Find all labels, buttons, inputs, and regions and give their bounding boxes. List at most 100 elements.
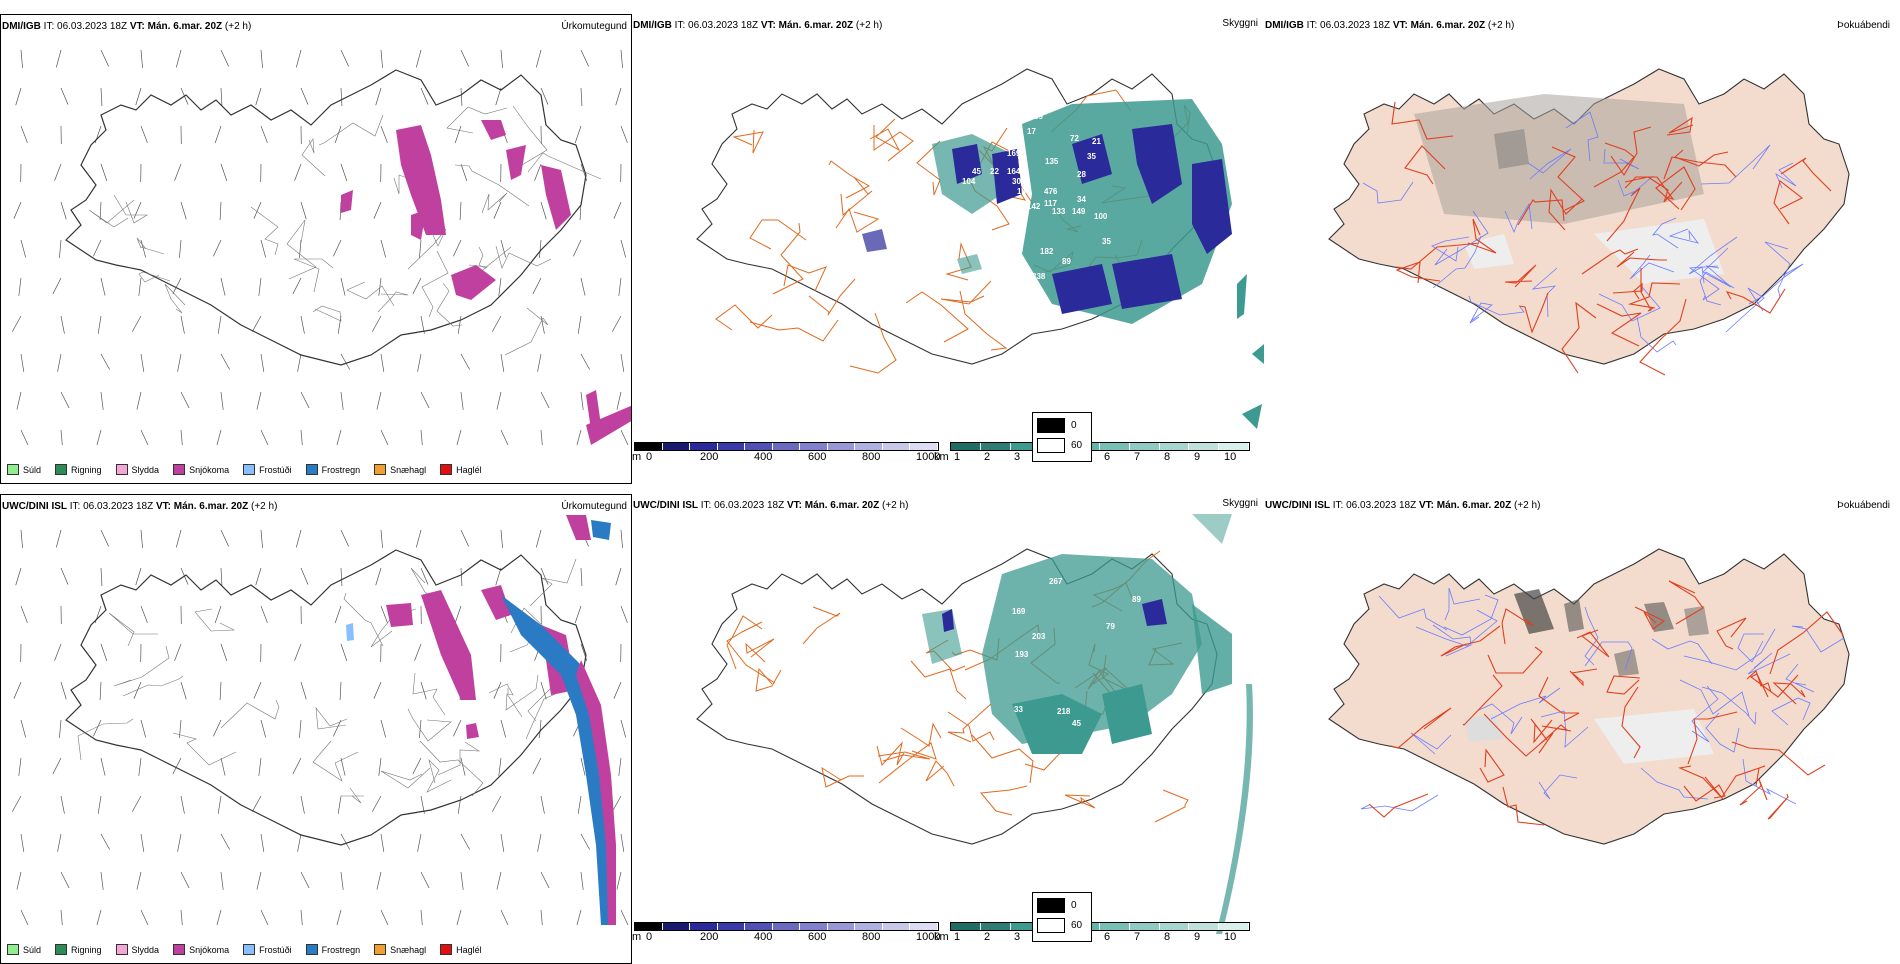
wind-barb <box>461 568 462 586</box>
line-segment <box>496 246 551 268</box>
scale-tick: 0 <box>646 451 652 463</box>
wind-barb <box>101 354 110 370</box>
cloud-base-label: 182 <box>1040 247 1054 256</box>
wind-barb <box>341 530 349 546</box>
scale-tick: 1 <box>954 451 960 463</box>
line-segment <box>906 292 968 342</box>
wind-barb <box>461 88 462 106</box>
wind-barb <box>461 758 465 776</box>
wind-barb <box>581 278 585 296</box>
wind-barb <box>12 796 21 812</box>
line-segment <box>109 613 158 646</box>
wind-barb <box>216 910 221 925</box>
wind-barb <box>581 872 583 890</box>
wind-barb <box>21 720 26 737</box>
fog-indicator-panel-top: DMI/IGB IT: 06.03.2023 18Z VT: Mán. 6.ma… <box>1264 14 1896 484</box>
wind-barb <box>261 530 263 548</box>
wind-barb <box>461 834 470 850</box>
wind-barb <box>178 834 181 852</box>
wind-barb <box>221 164 227 181</box>
precip-type-panel-top: DMI/IGB IT: 06.03.2023 18Z VT: Mán. 6.ma… <box>0 14 632 484</box>
wind-barb <box>421 910 423 925</box>
line-segment <box>911 661 966 699</box>
cloud-base-label: 164 <box>1007 167 1021 176</box>
iceland-land <box>1329 549 1849 844</box>
cloud-base-label: 18 <box>1017 187 1026 196</box>
wind-barb <box>175 644 181 661</box>
wind-barb <box>617 872 621 890</box>
wind-barb <box>621 126 627 143</box>
line-segment <box>773 223 803 294</box>
cloud-base-label: 184 <box>960 232 974 241</box>
wind-barb <box>581 392 583 410</box>
wind-barb <box>21 240 26 257</box>
wind-barb <box>101 530 109 546</box>
line-segment <box>1768 794 1788 819</box>
line-segment <box>734 130 763 153</box>
line-segment <box>165 284 185 313</box>
cloud-base-label: 79 <box>1106 622 1115 631</box>
wind-barb <box>301 88 308 105</box>
wind-barb <box>101 872 103 890</box>
wind-barb <box>298 354 301 372</box>
line-segment <box>750 220 806 249</box>
wind-barb <box>98 316 101 334</box>
line-segment <box>381 768 430 788</box>
wind-barb <box>261 834 264 852</box>
wind-barb <box>379 758 381 776</box>
panel-header: UWC/DINI ISL IT: 06.03.2023 18Z VT: Mán.… <box>633 500 908 511</box>
snow-areas <box>341 120 632 445</box>
line-segment <box>901 724 941 746</box>
wind-barb <box>581 834 590 850</box>
cloud-base-label: 21 <box>1092 137 1101 146</box>
panel-header: DMI/IGB IT: 06.03.2023 18Z VT: Mán. 6.ma… <box>2 21 251 32</box>
wind-barb <box>61 872 69 888</box>
scale-tick: 2 <box>984 451 990 463</box>
legend-swatch <box>7 464 19 475</box>
wind-barb <box>617 392 621 410</box>
wind-barb <box>221 354 230 370</box>
wind-barb <box>421 682 426 699</box>
wind-barb <box>59 720 61 738</box>
wind-barb <box>100 682 101 700</box>
wind-barb <box>421 392 429 408</box>
scale-tick: 200 <box>700 451 718 463</box>
wind-barb <box>453 720 461 736</box>
wind-barb <box>492 316 501 332</box>
wind-barb <box>376 568 381 585</box>
cloud-base-label: 476 <box>1044 187 1058 196</box>
wind-barb <box>221 530 229 546</box>
wind-barb <box>299 720 301 738</box>
wind-barb <box>21 910 29 925</box>
wind-barb <box>341 758 345 776</box>
line-segment <box>479 247 511 268</box>
wind-barb <box>141 240 146 257</box>
wind-barb <box>621 606 627 623</box>
wind-barb <box>218 796 221 814</box>
wind-barb <box>132 796 141 812</box>
wind-barb <box>21 606 27 623</box>
wind-barb <box>261 50 263 68</box>
line-segment <box>427 760 451 792</box>
line-segment <box>316 708 347 729</box>
wind-barb <box>141 50 143 68</box>
scale-tick: 10 <box>1224 451 1236 463</box>
wind-barb <box>21 430 29 445</box>
visibility-scale: km12345678910 <box>950 922 1250 943</box>
wind-barb <box>136 568 141 585</box>
wind-barb <box>536 50 541 67</box>
wind-barb <box>372 316 381 332</box>
line-segment <box>123 676 183 696</box>
precip-map <box>1 35 632 445</box>
scale-tick: 200 <box>700 931 718 943</box>
cloud-base-label: 72 <box>1070 134 1079 143</box>
wind-barb <box>461 50 469 66</box>
fog-map <box>1264 514 1896 934</box>
scale-tick: 7 <box>1134 931 1140 943</box>
line-segment <box>195 609 234 631</box>
wind-barb <box>416 530 421 547</box>
snow-areas <box>346 515 616 925</box>
wind-barb <box>256 88 261 105</box>
